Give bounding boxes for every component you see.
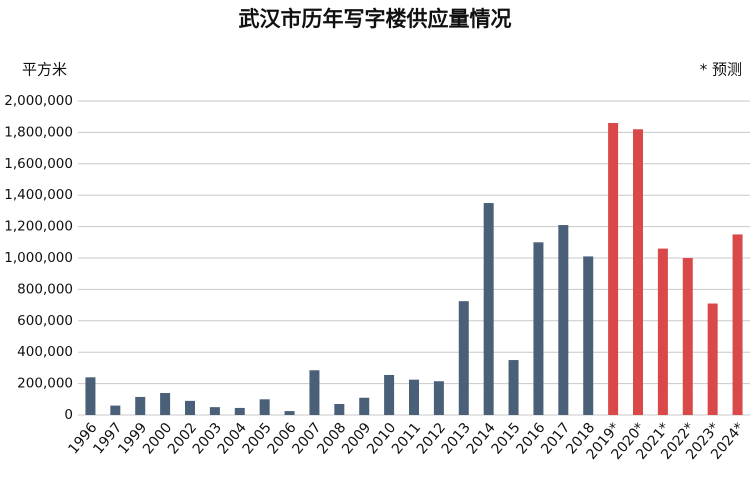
bar [234,407,245,415]
bar [657,248,668,415]
bar [160,393,171,415]
bar [384,374,395,415]
bar [209,407,220,415]
chart-title: 武汉市历年写字楼供应量情况 [239,7,512,31]
bar [458,301,469,415]
y-tick-label: 1,200,000 [4,219,73,235]
bar [483,203,494,415]
bar [85,377,96,415]
bar [334,404,345,415]
bar [707,303,718,415]
bar [533,242,544,415]
y-tick-label: 1,000,000 [4,250,73,266]
y-tick-label: 1,800,000 [4,124,73,140]
y-tick-label: 200,000 [17,376,73,392]
y-axis-label: 平方米 [22,61,67,79]
bar [110,405,121,415]
bar [309,370,320,415]
bar [284,411,295,415]
bar [433,381,444,415]
note: * 预测 [700,61,742,79]
bar [135,396,146,415]
bar [682,258,693,415]
bar [583,256,594,415]
bar [359,397,370,415]
y-tick-label: 800,000 [17,281,73,297]
bar [732,234,743,415]
y-tick-label: 0 [64,407,73,423]
y-tick-label: 400,000 [17,344,73,360]
bar [409,379,419,415]
bar [259,399,270,415]
y-tick-label: 1,400,000 [4,187,73,203]
y-tick-label: 600,000 [17,313,73,329]
y-tick-label: 1,600,000 [4,156,73,172]
bar [558,225,569,415]
bar [608,122,619,415]
bar [633,129,643,415]
y-tick-label: 2,000,000 [4,93,73,109]
bar [508,360,519,415]
bar [185,400,195,415]
